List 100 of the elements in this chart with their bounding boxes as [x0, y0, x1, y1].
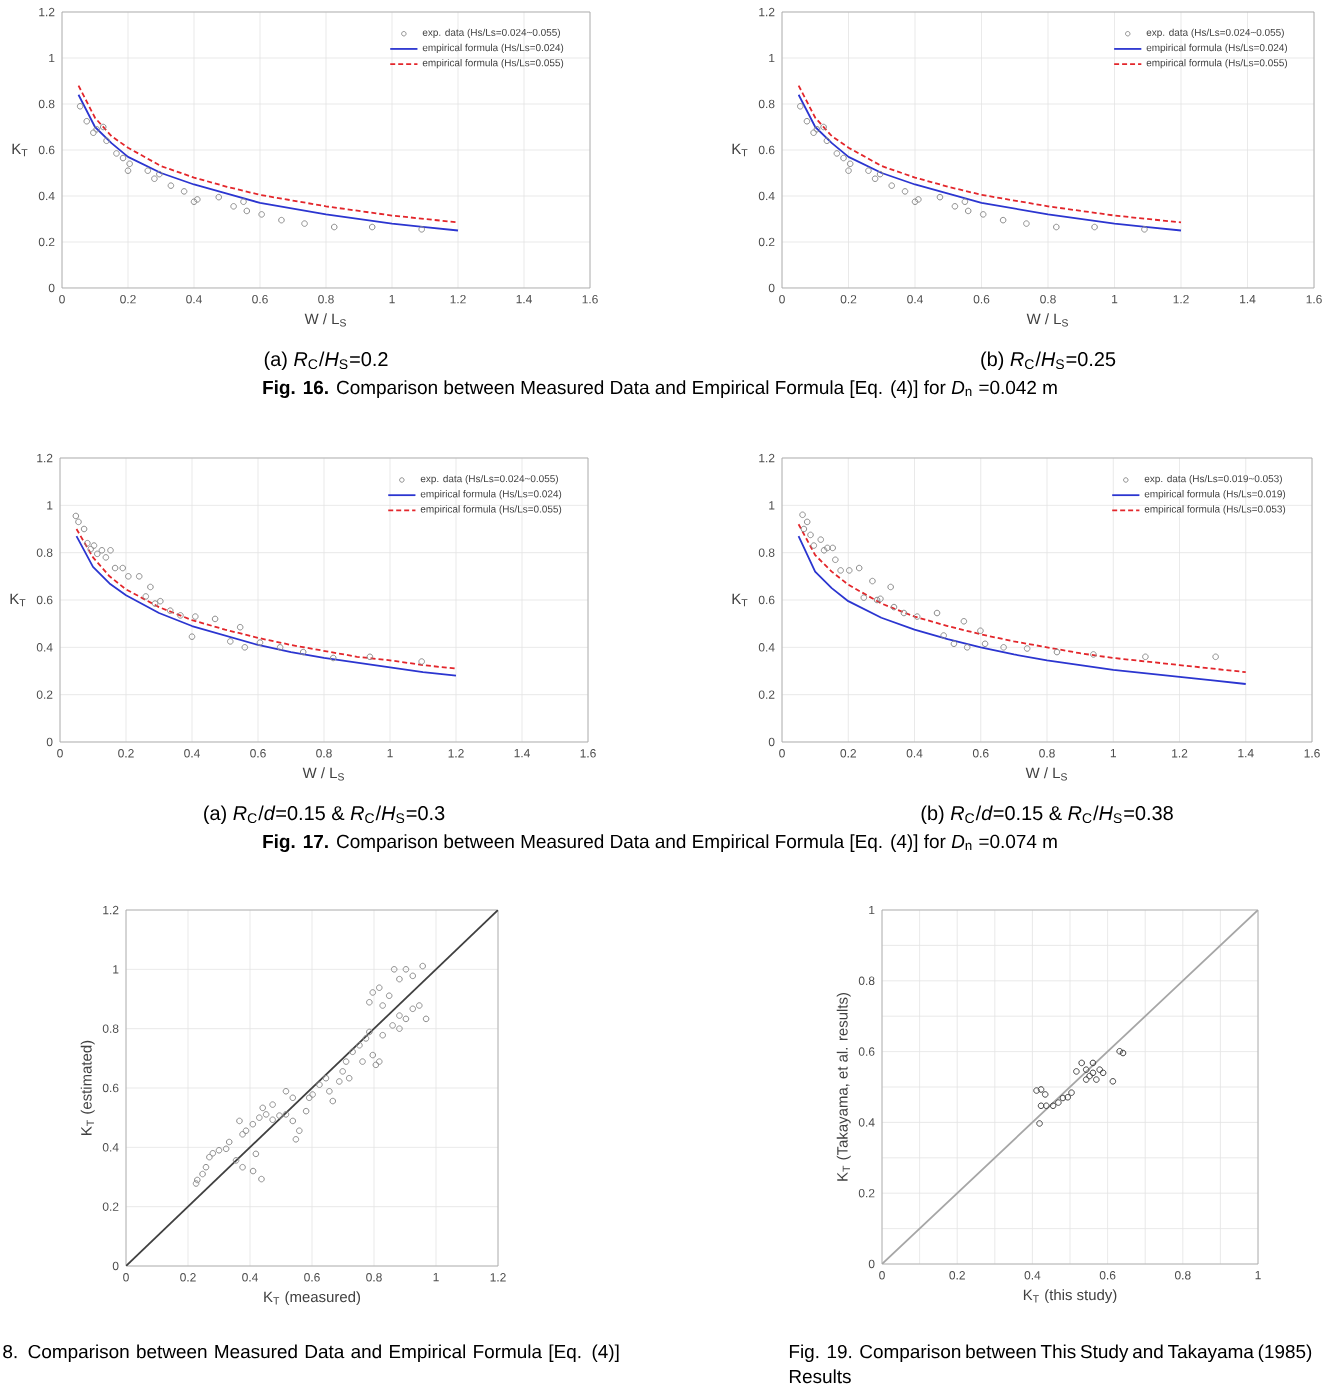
point	[963, 644, 971, 651]
point	[190, 198, 198, 206]
point	[124, 167, 132, 174]
point	[125, 573, 132, 580]
point	[865, 167, 872, 174]
point	[301, 220, 308, 227]
point	[999, 216, 1007, 224]
point	[299, 648, 307, 656]
point	[1053, 223, 1060, 231]
point	[147, 583, 154, 591]
point	[90, 542, 98, 549]
point	[80, 525, 88, 533]
point	[113, 150, 120, 157]
point	[940, 632, 947, 639]
text: Fig. 17. Comparison between Measured Data and Empirical Formula [Eq. (4)] for D$_{n}$ =0.074 m	[263, 834, 1057, 852]
point	[817, 536, 825, 543]
point	[951, 203, 959, 210]
point	[803, 518, 811, 526]
point	[166, 607, 174, 614]
point	[1099, 1069, 1107, 1077]
point	[87, 545, 94, 553]
point	[1086, 1072, 1093, 1080]
point	[1212, 653, 1219, 661]
point	[813, 125, 821, 133]
point	[94, 550, 101, 558]
point	[1000, 644, 1007, 651]
point	[1055, 1099, 1062, 1106]
point	[215, 193, 223, 201]
point	[1082, 1076, 1090, 1083]
point	[873, 596, 881, 604]
point	[840, 154, 847, 162]
point	[126, 160, 133, 168]
point	[1091, 223, 1098, 231]
point	[1090, 651, 1097, 658]
point	[151, 600, 159, 607]
point	[1036, 1120, 1043, 1127]
point	[368, 223, 376, 231]
point	[1064, 1093, 1072, 1101]
point	[837, 567, 844, 574]
point	[832, 556, 839, 564]
point	[824, 544, 831, 552]
point	[887, 583, 894, 591]
point	[111, 564, 119, 572]
point	[192, 613, 199, 620]
point	[93, 125, 100, 133]
point	[977, 627, 984, 635]
point	[1053, 648, 1061, 656]
point	[807, 531, 814, 539]
point	[1037, 1102, 1045, 1110]
point	[418, 226, 425, 233]
point	[90, 129, 97, 137]
point	[177, 612, 184, 619]
point	[845, 167, 852, 174]
point	[964, 207, 972, 215]
point	[915, 196, 922, 203]
point	[103, 137, 110, 145]
text: (b) R$_{C}$/d=0.15 & R$_{C}$/H$_{S}$=0.38	[921, 805, 1173, 825]
caption: Fig. 19. Comparison between This Study and Takayama (1985) Results	[789, 1344, 1312, 1384]
point	[102, 554, 110, 561]
text: Fig. 16. Comparison between Measured Data and Empirical Formula [Eq. (4)] for D$_{n}$ =0.042 m	[263, 380, 1057, 398]
point	[1023, 645, 1031, 652]
point	[119, 564, 126, 572]
point	[188, 633, 196, 640]
point	[855, 564, 863, 572]
point	[823, 137, 831, 145]
point	[936, 193, 944, 201]
text: (a) R$_{C}$/d=0.15 & R$_{C}$/H$_{S}$=0.3	[204, 805, 445, 825]
point	[329, 654, 337, 662]
point	[1078, 1059, 1085, 1067]
point	[76, 102, 84, 110]
point	[278, 216, 285, 224]
point	[142, 593, 150, 600]
point	[230, 203, 237, 210]
point	[180, 188, 188, 195]
point	[241, 644, 249, 651]
point	[901, 188, 909, 195]
point	[845, 567, 853, 574]
point	[1033, 1087, 1040, 1094]
point	[900, 609, 908, 617]
point	[1141, 226, 1148, 233]
point	[933, 609, 941, 617]
point	[911, 198, 919, 206]
point	[877, 595, 884, 603]
point	[981, 640, 989, 648]
point	[98, 547, 106, 554]
point	[1082, 1066, 1090, 1073]
point	[820, 547, 828, 554]
point	[84, 539, 91, 547]
point	[366, 653, 374, 661]
point	[846, 160, 854, 168]
point	[1068, 1089, 1075, 1096]
point	[803, 117, 811, 125]
point	[99, 123, 107, 131]
point	[820, 123, 827, 131]
point	[236, 623, 244, 631]
point	[829, 544, 836, 552]
point	[211, 615, 219, 623]
point	[107, 547, 114, 554]
point	[1059, 1094, 1067, 1102]
text: 8. Comparison between Measured Data and Empirical Formula [Eq. (4)]	[3, 1344, 619, 1363]
